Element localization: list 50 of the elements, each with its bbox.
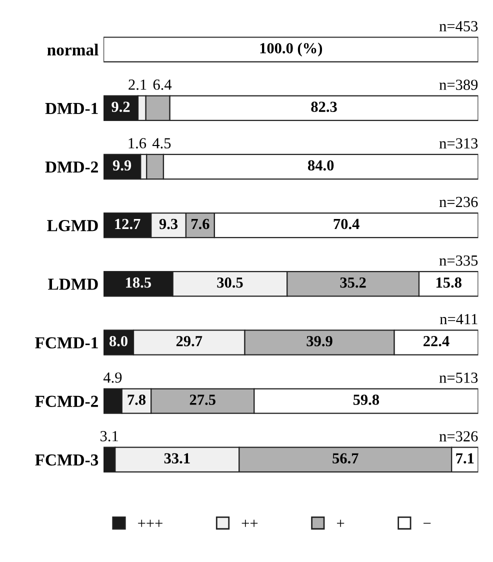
data-label: 7.6 (192, 218, 210, 230)
data-label: 9.9 (112, 160, 132, 171)
legend-label: + (337, 520, 344, 527)
annotation: n=236 (439, 196, 478, 208)
data-label: 56.7 (332, 453, 358, 464)
data-label: 7.8 (128, 394, 146, 405)
annotation: n=513 (439, 372, 478, 383)
y-tick-label: normal (47, 44, 98, 56)
annotation: n=453 (439, 21, 478, 32)
data-label: 8.0 (109, 336, 128, 346)
data-label: 7.1 (456, 453, 474, 464)
data-label: 39.9 (306, 336, 332, 346)
y-tick-label: FCMD-3 (35, 454, 98, 466)
annotation: n=326 (439, 431, 478, 442)
data-label: 4.5 (152, 138, 171, 148)
legend-label: ++ (242, 520, 258, 527)
y-tick-label: FCMD-2 (35, 396, 98, 408)
data-label: 84.0 (308, 160, 334, 171)
data-label: 3.1 (100, 431, 118, 442)
data-label: 4.9 (103, 372, 122, 383)
annotation: n=335 (439, 255, 478, 266)
data-label: 59.8 (353, 394, 380, 405)
data-label: 27.5 (190, 394, 216, 405)
annotation: n=389 (439, 80, 478, 90)
legend-label: − (424, 522, 431, 524)
data-label: 70.4 (334, 218, 360, 230)
data-label: 1.6 (128, 138, 146, 148)
y-tick-label: LGMD (47, 220, 98, 232)
data-label: 35.2 (340, 277, 366, 288)
annotation: n=411 (440, 314, 478, 324)
data-label: 100.0 (%) (260, 42, 322, 56)
data-label: 12.7 (115, 218, 140, 230)
data-label: 33.1 (164, 453, 190, 464)
data-label: 9.3 (159, 218, 178, 230)
data-label: 29.7 (176, 336, 202, 346)
legend-label: +++ (138, 520, 162, 527)
y-tick-label: FCMD-1 (35, 337, 98, 348)
data-label: 82.3 (311, 102, 337, 112)
data-label: 2.1 (128, 80, 146, 90)
annotation: n=313 (439, 138, 478, 149)
bar (104, 36, 478, 62)
data-label: 30.5 (217, 277, 243, 288)
y-tick-label: LDMD (48, 278, 98, 290)
y-tick-label: DMD-2 (45, 161, 98, 173)
data-label: 18.5 (126, 277, 151, 288)
data-label: 15.8 (436, 277, 462, 288)
data-label: 9.2 (112, 102, 130, 112)
data-label: 6.4 (153, 80, 172, 90)
data-label: 22.4 (424, 336, 450, 346)
y-tick-label: DMD-1 (45, 102, 98, 114)
